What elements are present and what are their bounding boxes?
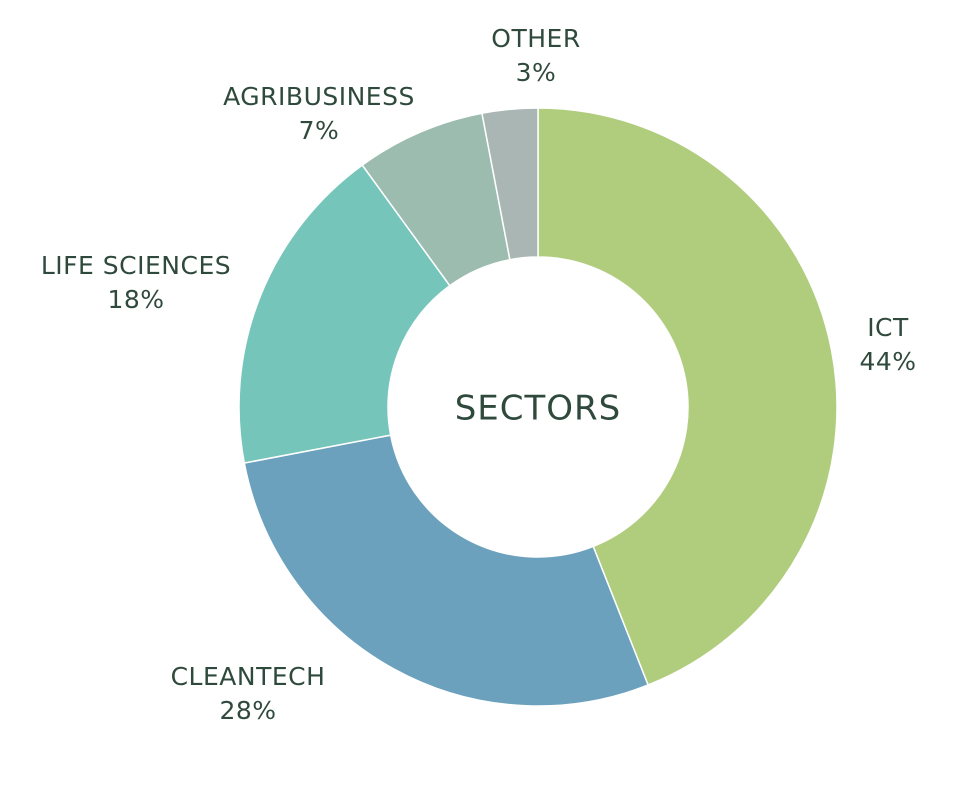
slice-label-life-sciences: LIFE SCIENCES	[41, 251, 231, 280]
center-label: SECTORS	[455, 389, 622, 429]
slice-value-cleantech: 28%	[219, 696, 276, 725]
slice-labels: ICT 44% CLEANTECH 28% LIFE SCIENCES 18% AGRIBU…	[41, 24, 916, 725]
slice-value-life-sciences: 18%	[107, 285, 164, 314]
slice-label-agribusiness: AGRIBUSINESS	[223, 82, 415, 111]
slice-life-sciences	[238, 164, 451, 464]
slice-ict	[537, 107, 838, 686]
donut-slices	[238, 107, 838, 707]
slice-label-ict: ICT	[867, 313, 909, 342]
slice-value-agribusiness: 7%	[299, 116, 340, 145]
slice-cleantech	[243, 434, 650, 707]
slice-value-other: 3%	[516, 58, 557, 87]
slice-other	[481, 107, 539, 261]
slice-label-cleantech: CLEANTECH	[171, 662, 326, 691]
slice-label-other: OTHER	[491, 24, 580, 53]
slice-value-ict: 44%	[859, 347, 916, 376]
